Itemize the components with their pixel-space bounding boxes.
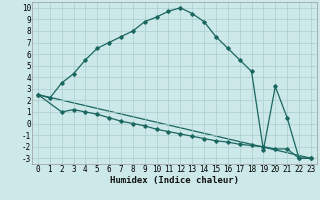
- X-axis label: Humidex (Indice chaleur): Humidex (Indice chaleur): [110, 176, 239, 185]
